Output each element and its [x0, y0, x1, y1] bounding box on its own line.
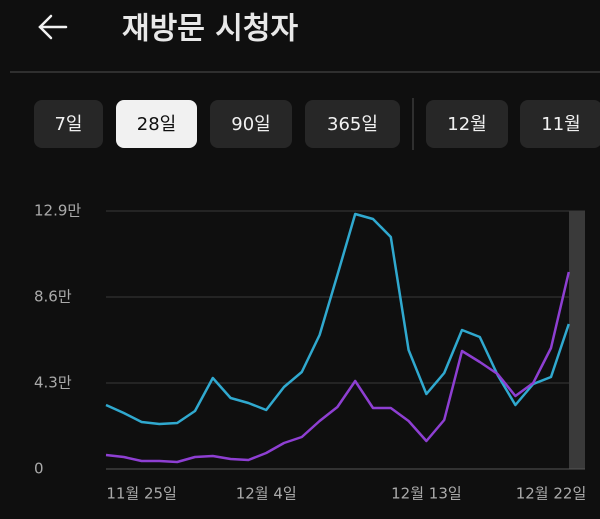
y-tick-label: 12.9만 — [34, 202, 81, 220]
filter-chip[interactable] — [426, 100, 508, 148]
line-series — [105, 212, 570, 426]
filter-chip[interactable] — [210, 100, 292, 148]
line-series — [105, 271, 571, 464]
y-tick-label: 8.6만 — [34, 288, 72, 306]
page-title: 재방문 시청자 — [122, 12, 298, 47]
filter-chip-label: 11월 — [541, 114, 580, 135]
filter-chip[interactable] — [305, 100, 400, 148]
x-tick-label: 12월 13일 — [391, 485, 462, 503]
selection-highlight — [569, 211, 585, 469]
filter-chip[interactable] — [116, 100, 197, 148]
x-tick-label: 12월 4일 — [236, 485, 297, 503]
filter-chip-label: 7일 — [54, 114, 82, 135]
filter-chip[interactable] — [520, 100, 600, 148]
x-tick-label: 11월 25일 — [106, 485, 177, 503]
filter-chip-label: 90일 — [231, 114, 270, 135]
filter-chip-label: 12월 — [447, 114, 486, 135]
y-tick-label: 4.3만 — [34, 374, 72, 392]
filter-chip[interactable] — [34, 100, 103, 148]
back-button[interactable] — [38, 14, 68, 40]
x-tick-label: 12월 22일 — [516, 485, 587, 503]
y-tick-label: 0 — [34, 460, 44, 478]
filter-chip-label: 28일 — [137, 114, 176, 135]
filter-chip-label: 365일 — [327, 114, 378, 135]
